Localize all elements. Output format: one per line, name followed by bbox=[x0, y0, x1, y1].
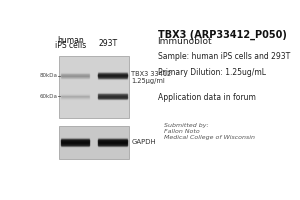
Text: iPS cells: iPS cells bbox=[55, 41, 86, 50]
Text: Submitted by:: Submitted by: bbox=[164, 123, 208, 128]
Text: GAPDH: GAPDH bbox=[131, 139, 156, 145]
Text: TBX3 (ARP33412_P050): TBX3 (ARP33412_P050) bbox=[158, 29, 286, 40]
Text: Sample: human iPS cells and 293T: Sample: human iPS cells and 293T bbox=[158, 52, 290, 61]
Text: human: human bbox=[58, 36, 84, 45]
Text: Immunoblot: Immunoblot bbox=[158, 37, 212, 46]
Text: 293T: 293T bbox=[98, 39, 118, 48]
Text: Application data in forum: Application data in forum bbox=[158, 93, 256, 102]
Bar bbox=[59, 126, 129, 159]
Text: Primary Dilution: 1.25ug/mL: Primary Dilution: 1.25ug/mL bbox=[158, 68, 266, 77]
Text: Medical College of Wisconsin: Medical College of Wisconsin bbox=[164, 135, 255, 140]
Bar bbox=[59, 56, 129, 118]
Text: 1.25μg/ml: 1.25μg/ml bbox=[131, 78, 165, 84]
Text: Fallon Noto: Fallon Noto bbox=[164, 129, 200, 134]
Text: 60kDa: 60kDa bbox=[40, 94, 58, 99]
Text: 80kDa: 80kDa bbox=[40, 73, 58, 78]
Text: TBX3 33412: TBX3 33412 bbox=[131, 71, 172, 77]
